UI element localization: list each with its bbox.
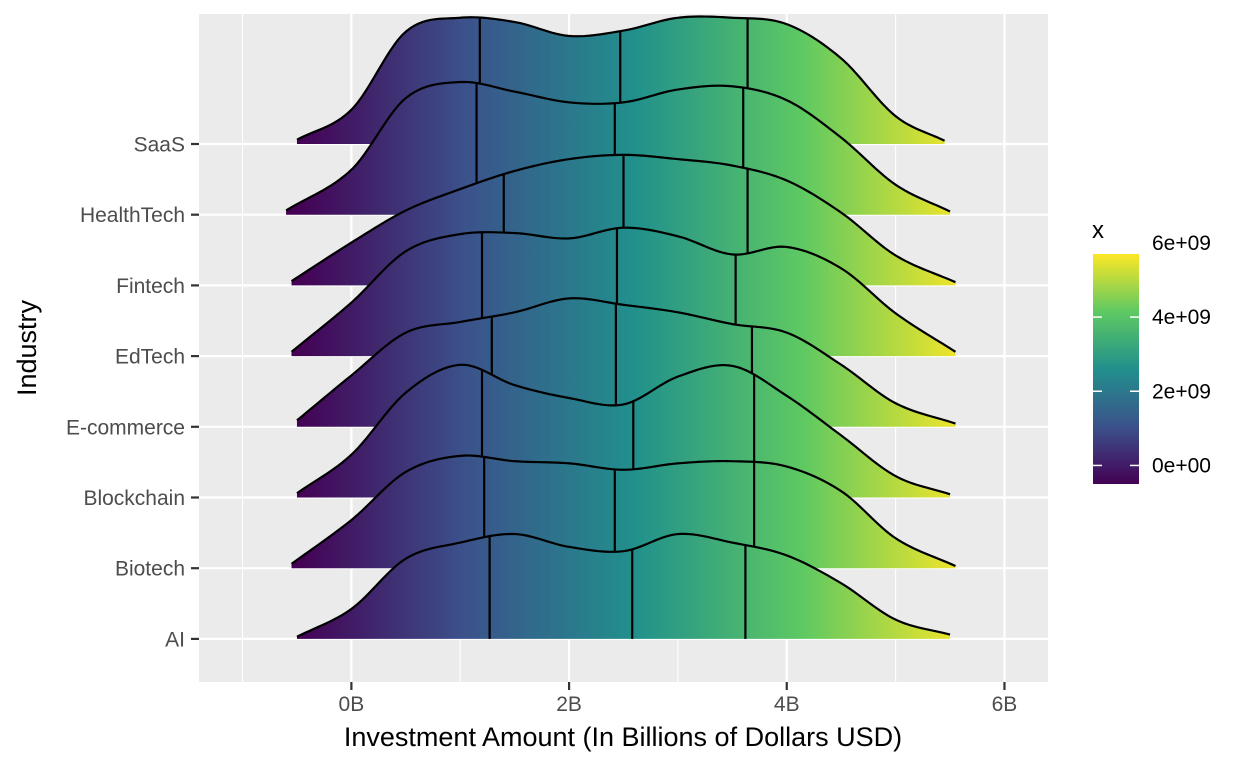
y-tick-label: AI [165, 628, 185, 651]
ridge-fill [291, 455, 956, 569]
y-tick-label: Fintech [116, 275, 185, 298]
legend-tick-label: 0e+00 [1152, 454, 1211, 477]
y-axis-title: Industry [12, 299, 42, 396]
ridge-outline [296, 363, 951, 496]
ridge-ai [296, 532, 951, 639]
legend-tick-label: 2e+09 [1152, 380, 1211, 403]
ridge-outline [290, 226, 957, 353]
y-tick-label: EdTech [115, 346, 185, 369]
ridge-outline [290, 454, 956, 568]
x-tick-label: 2B [556, 693, 582, 716]
y-axis: AI Biotech Blockchain E-commerce EdTech Finte… [66, 134, 199, 651]
x-axis: 0B 2B 4B 6B [339, 682, 1018, 716]
x-axis-title: Investment Amount (In Billions of Dollar… [344, 722, 902, 752]
y-tick-label: Biotech [115, 558, 185, 581]
x-tick-label: 4B [774, 693, 800, 716]
x-tick-label: 0B [339, 693, 365, 716]
color-legend: x 0e+00 2e+09 4e+09 6e+09 [1092, 217, 1211, 484]
y-tick-label: HealthTech [80, 204, 185, 227]
ridge-outline [296, 297, 956, 425]
x-tick-label: 6B [992, 693, 1018, 716]
ridge-outline [296, 532, 951, 638]
legend-tick-label: 4e+09 [1152, 306, 1211, 329]
ridge-fill [296, 533, 951, 639]
legend-colorbar [1093, 254, 1139, 484]
legend-tick-label: 6e+09 [1152, 232, 1211, 255]
ridge-outline [296, 15, 946, 142]
y-tick-label: E-commerce [66, 416, 185, 439]
y-tick-label: SaaS [134, 134, 185, 157]
ridge-outline [285, 80, 951, 213]
ridges [285, 15, 957, 639]
legend-title: x [1092, 217, 1104, 244]
y-tick-label: Blockchain [83, 487, 185, 510]
